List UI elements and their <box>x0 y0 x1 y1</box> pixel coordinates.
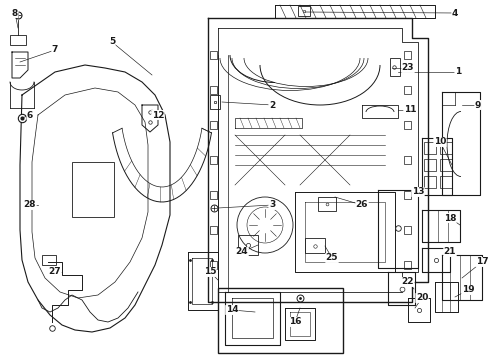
Bar <box>317 197 335 211</box>
Text: 21: 21 <box>443 248 455 256</box>
Text: 27: 27 <box>49 267 61 276</box>
Text: 5: 5 <box>109 37 115 46</box>
Bar <box>403 226 410 234</box>
Text: 16: 16 <box>288 318 301 327</box>
Bar <box>209 51 217 59</box>
Text: 4: 4 <box>451 9 457 18</box>
Bar <box>209 121 217 129</box>
Bar <box>403 51 410 59</box>
Bar <box>209 191 217 199</box>
Text: 20: 20 <box>415 293 427 302</box>
Bar <box>403 121 410 129</box>
Bar <box>297 6 309 16</box>
Bar <box>42 255 56 265</box>
Text: 1: 1 <box>454 68 460 77</box>
Bar <box>10 35 26 45</box>
Bar <box>424 142 436 154</box>
Bar <box>209 261 217 269</box>
Text: 18: 18 <box>443 213 455 222</box>
Bar <box>389 58 399 76</box>
Text: 23: 23 <box>401 63 413 72</box>
Text: 7: 7 <box>52 45 58 54</box>
Text: 22: 22 <box>401 278 413 287</box>
Text: 2: 2 <box>268 100 275 109</box>
Text: 3: 3 <box>268 201 275 210</box>
Text: 14: 14 <box>225 306 238 315</box>
Bar <box>439 159 450 171</box>
Text: 6: 6 <box>27 111 33 120</box>
Bar <box>403 156 410 164</box>
Text: 8: 8 <box>12 9 18 18</box>
Text: 13: 13 <box>411 188 424 197</box>
Bar <box>218 288 342 353</box>
Text: 26: 26 <box>355 201 367 210</box>
Bar <box>209 226 217 234</box>
Bar <box>209 95 220 109</box>
Bar <box>238 235 258 255</box>
Bar <box>424 159 436 171</box>
Bar <box>439 176 450 188</box>
Text: 15: 15 <box>203 267 216 276</box>
Bar <box>209 156 217 164</box>
Text: 9: 9 <box>474 100 480 109</box>
Bar <box>305 238 325 253</box>
Text: 24: 24 <box>235 248 248 256</box>
Bar <box>209 86 217 94</box>
Text: 11: 11 <box>403 105 415 114</box>
Text: 12: 12 <box>151 111 164 120</box>
Text: 17: 17 <box>475 257 488 266</box>
Text: 19: 19 <box>461 285 473 294</box>
Text: 25: 25 <box>325 253 338 262</box>
Bar <box>403 191 410 199</box>
Bar <box>403 86 410 94</box>
Bar <box>72 162 114 217</box>
Text: 28: 28 <box>24 201 36 210</box>
Bar <box>424 176 436 188</box>
Bar <box>439 142 450 154</box>
Text: 10: 10 <box>433 138 445 147</box>
Bar <box>403 261 410 269</box>
